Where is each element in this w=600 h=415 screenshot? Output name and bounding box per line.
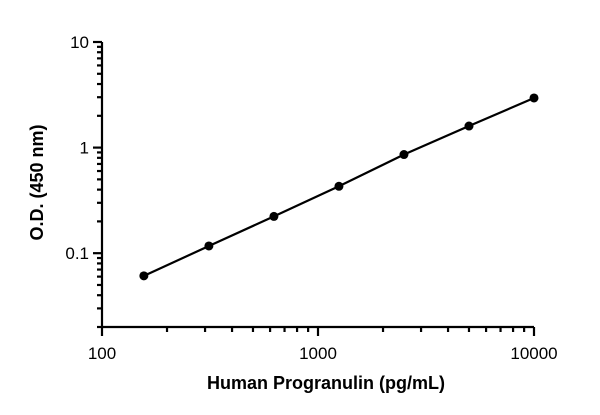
data-point [464,121,474,131]
y-axis-title: O.D. (450 nm) [27,124,47,240]
y-tick-label: 10 [70,33,89,52]
x-tick-label: 1000 [299,344,337,363]
data-point [529,93,539,103]
data-point [334,181,344,191]
data-point [399,150,409,160]
data-point [204,241,214,251]
data-point [139,271,149,281]
axes [93,40,536,336]
data-point [269,211,279,221]
y-tick-label: 1 [80,139,89,158]
x-tick-label: 100 [88,344,116,363]
data-series [139,93,539,281]
x-axis-title: Human Progranulin (pg/mL) [207,373,445,393]
y-tick-label: 0.1 [65,244,89,263]
x-tick-label: 10000 [510,344,557,363]
tick-labels: 0.1 1 10 100 1000 10000 [65,33,557,363]
